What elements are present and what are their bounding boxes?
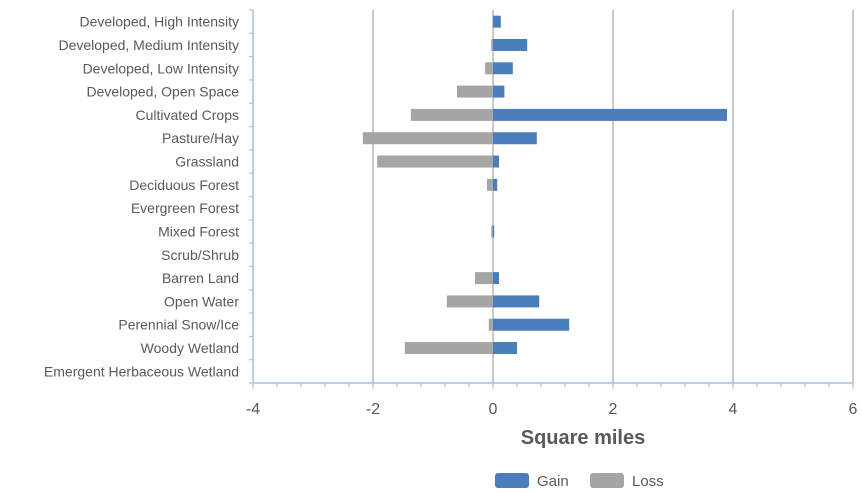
tick-label: -4 bbox=[246, 401, 260, 418]
loss-bar bbox=[457, 85, 493, 98]
loss-bar bbox=[487, 178, 493, 191]
x-axis-title: Square miles bbox=[521, 427, 646, 449]
loss-bar bbox=[362, 132, 493, 145]
category-label: Developed, Medium Intensity bbox=[58, 37, 239, 53]
gain-bar bbox=[493, 155, 499, 168]
gain-legend-swatch bbox=[495, 473, 529, 488]
category-label: Pasture/Hay bbox=[162, 130, 239, 146]
loss-bar bbox=[410, 108, 493, 121]
loss-bar bbox=[491, 38, 493, 51]
category-label: Evergreen Forest bbox=[131, 200, 239, 216]
category-label: Emergent Herbaceous Wetland bbox=[44, 363, 239, 379]
category-label: Woody Wetland bbox=[141, 340, 239, 356]
value-axis: -4 -2 0 2 4 6 bbox=[246, 382, 858, 418]
gain-bar bbox=[493, 178, 498, 191]
category-label: Open Water bbox=[164, 293, 239, 309]
tick-label: 0 bbox=[489, 401, 498, 418]
category-axis: Developed, High Intensity Developed, Medi… bbox=[44, 9, 254, 384]
loss-bar bbox=[491, 225, 493, 238]
tick-label: 4 bbox=[729, 401, 738, 418]
category-label: Deciduous Forest bbox=[129, 177, 239, 193]
gain-bar bbox=[493, 318, 570, 331]
category-label: Scrub/Shrub bbox=[161, 247, 239, 263]
loss-legend-label: Loss bbox=[632, 473, 664, 490]
gain-bar bbox=[493, 295, 540, 308]
bars bbox=[362, 15, 727, 355]
gain-bar bbox=[493, 38, 528, 51]
loss-bar bbox=[488, 318, 493, 331]
gain-bar bbox=[493, 225, 495, 238]
loss-bar bbox=[404, 342, 493, 355]
loss-bar bbox=[446, 295, 493, 308]
loss-legend-swatch bbox=[590, 473, 624, 488]
category-label: Mixed Forest bbox=[158, 223, 239, 239]
category-label: Cultivated Crops bbox=[136, 107, 240, 123]
category-label: Barren Land bbox=[162, 270, 239, 286]
legend: Gain Loss bbox=[495, 473, 664, 490]
tick-label: 2 bbox=[609, 401, 618, 418]
category-label: Developed, Open Space bbox=[86, 84, 239, 100]
tick-label: 6 bbox=[849, 401, 858, 418]
category-label: Developed, Low Intensity bbox=[83, 60, 239, 76]
gain-bar bbox=[493, 62, 513, 75]
category-label: Perennial Snow/Ice bbox=[118, 317, 239, 333]
loss-bar bbox=[475, 272, 493, 285]
gain-bar bbox=[493, 272, 499, 285]
gain-bar bbox=[493, 85, 505, 98]
tick-label: -2 bbox=[366, 401, 380, 418]
gridlines bbox=[372, 10, 854, 383]
loss-bar bbox=[485, 62, 493, 75]
gain-bar bbox=[493, 342, 517, 355]
gain-bar bbox=[493, 132, 537, 145]
gain-bar bbox=[493, 108, 727, 121]
category-label: Developed, High Intensity bbox=[79, 14, 239, 30]
loss-bar bbox=[377, 155, 493, 168]
category-label: Grassland bbox=[175, 154, 239, 170]
gain-legend-label: Gain bbox=[537, 473, 569, 490]
gain-bar bbox=[493, 15, 501, 28]
